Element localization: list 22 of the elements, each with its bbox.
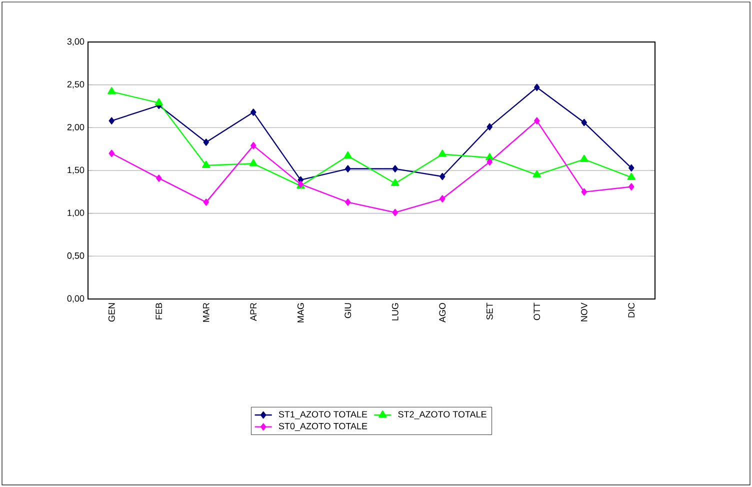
legend-label: ST2_AZOTO TOTALE (398, 411, 486, 420)
legend-label: ST0_AZOTO TOTALE (278, 422, 368, 431)
x-tick-label: SET (486, 302, 493, 320)
x-tick-label: MAG (297, 303, 304, 322)
x-tick-label: GEN (108, 303, 115, 322)
x-tick-label: GIU (344, 303, 352, 318)
y-tick-label: 3,00 (67, 38, 84, 46)
y-tick-label: 0,00 (67, 295, 84, 303)
x-tick-label: NOV (580, 302, 588, 322)
y-tick-label: 0,50 (67, 252, 84, 260)
y-tick-label: 1,00 (68, 210, 84, 218)
x-tick-label: LUG (392, 303, 398, 320)
y-tick-label: 1,50 (68, 166, 84, 174)
x-tick-label: OTT (534, 302, 540, 320)
x-tick-label: AGO (439, 302, 446, 323)
y-tick-label: 2,50 (67, 81, 84, 89)
x-tick-label: MAR (203, 302, 210, 322)
legend-label: ST1_AZOTO TOTALE (278, 411, 368, 420)
x-tick-label: FEB (156, 302, 162, 320)
x-tick-label: DIC (628, 302, 635, 318)
y-tick-label: 2,00 (67, 124, 84, 132)
x-tick-label: APR (250, 302, 256, 322)
